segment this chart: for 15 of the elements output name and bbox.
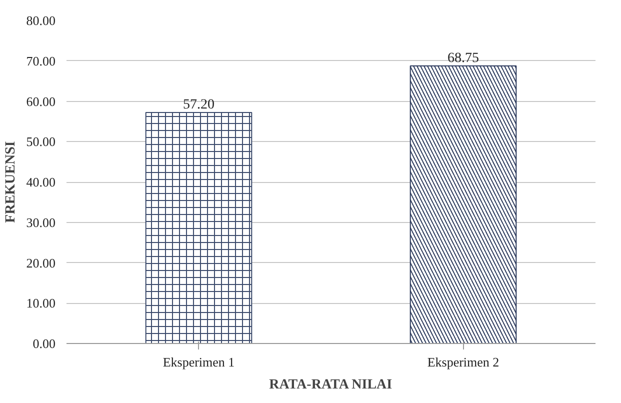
y-tick-label: 10.00 bbox=[26, 296, 56, 311]
y-axis-title: FREKUENSI bbox=[3, 141, 18, 223]
data-label: 57.20 bbox=[183, 98, 214, 113]
y-tick-label: 30.00 bbox=[26, 214, 56, 230]
data-label: 68.75 bbox=[448, 50, 479, 66]
x-axis-title: RATA-RATA NILAI bbox=[269, 378, 392, 392]
x-tick-label: Eksperimen 2 bbox=[427, 354, 500, 370]
y-tick-label: 80.00 bbox=[26, 13, 56, 28]
y-tick-label: 0.00 bbox=[32, 336, 56, 351]
y-tick-label: 70.00 bbox=[26, 53, 56, 68]
y-tick-label: 20.00 bbox=[26, 255, 56, 270]
y-tick-label: 50.00 bbox=[26, 134, 56, 150]
x-tick-label: Eksperimen 1 bbox=[162, 354, 235, 370]
y-tick-label: 60.00 bbox=[26, 94, 56, 109]
y-tick-label: 40.00 bbox=[26, 174, 56, 190]
